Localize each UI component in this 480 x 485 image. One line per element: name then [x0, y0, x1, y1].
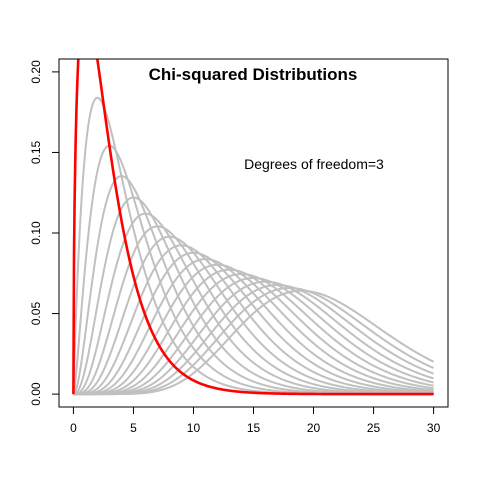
curves-layer [72, 96, 435, 396]
density-curve-df-9 [73, 225, 434, 396]
highlight-layer [72, 59, 435, 396]
x-tick-label: 15 [247, 421, 261, 435]
x-tick-label: 30 [427, 421, 441, 435]
highlighted-curve-df-3 [72, 59, 435, 396]
y-axis: 0.00 0.05 0.10 0.15 0.20 [29, 60, 60, 406]
chart-title: Chi-squared Distributions [149, 65, 358, 84]
density-curve-df-12 [73, 251, 434, 396]
x-tick-label: 10 [187, 421, 201, 435]
density-curve-df-10 [73, 235, 434, 396]
y-tick-label: 0.05 [29, 302, 43, 326]
density-curve-df-13 [73, 258, 434, 396]
x-tick-label: 5 [130, 421, 137, 435]
x-axis: 0 5 10 15 20 25 30 [70, 406, 441, 435]
density-curve-df-11 [73, 244, 434, 396]
y-tick-label: 0.10 [29, 221, 43, 245]
y-tick-label: 0.20 [29, 60, 43, 84]
x-tick-label: 20 [307, 421, 321, 435]
y-tick-label: 0.00 [29, 382, 43, 406]
density-curve-df-18 [73, 280, 434, 396]
density-curve-df-21 [73, 289, 435, 396]
x-tick-label: 0 [70, 421, 77, 435]
y-tick-label: 0.15 [29, 140, 43, 164]
density-curve-df-17 [73, 277, 434, 396]
x-tick-label: 25 [367, 421, 381, 435]
density-curve-df-16 [73, 273, 434, 396]
df-annotation: Degrees of freedom=3 [244, 156, 384, 172]
